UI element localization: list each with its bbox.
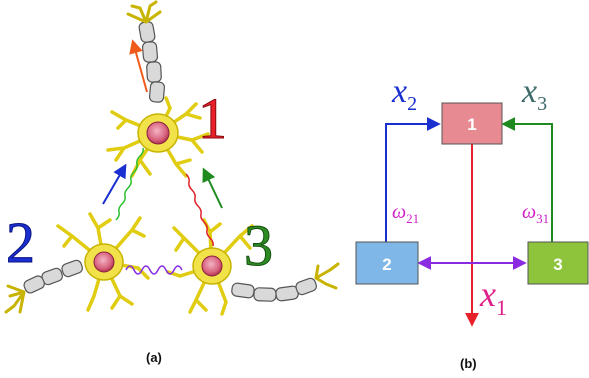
panel-a: 1 2 3 (a) xyxy=(6,2,338,365)
node-2: 2 xyxy=(356,242,418,284)
arrow-2-to-1 xyxy=(103,166,125,204)
panel-b: 1 2 3 x2 x3 x1 ω21 ω31 (b) xyxy=(356,73,588,371)
soma-neuron-2 xyxy=(85,244,123,280)
node-3-label: 3 xyxy=(553,255,562,274)
node-3: 3 xyxy=(528,242,588,284)
panel-b-caption: (b) xyxy=(460,356,477,371)
axon-terminal-2 xyxy=(6,286,24,312)
neuron-label-2: 2 xyxy=(6,210,35,275)
label-x1: x1 xyxy=(479,274,507,320)
neuron-label-3: 3 xyxy=(244,213,273,278)
neuron-label-1: 1 xyxy=(198,86,227,151)
soma-neuron-1 xyxy=(138,114,178,152)
label-x2: x2 xyxy=(391,73,417,115)
node-1: 1 xyxy=(442,103,502,144)
node-2-label: 2 xyxy=(382,255,391,274)
axon-neuron-1 xyxy=(138,21,164,103)
axon-terminal-1 xyxy=(128,2,160,22)
label-w31: ω31 xyxy=(522,201,549,226)
node-1-label: 1 xyxy=(467,115,476,134)
axon-terminal-3 xyxy=(316,264,338,288)
label-x3: x3 xyxy=(521,73,547,115)
soma-neuron-3 xyxy=(193,248,231,284)
axon-neuron-3 xyxy=(231,277,318,302)
panel-a-caption: (a) xyxy=(146,350,162,365)
arrow-3-to-1 xyxy=(204,170,222,208)
label-w21: ω21 xyxy=(392,201,419,226)
